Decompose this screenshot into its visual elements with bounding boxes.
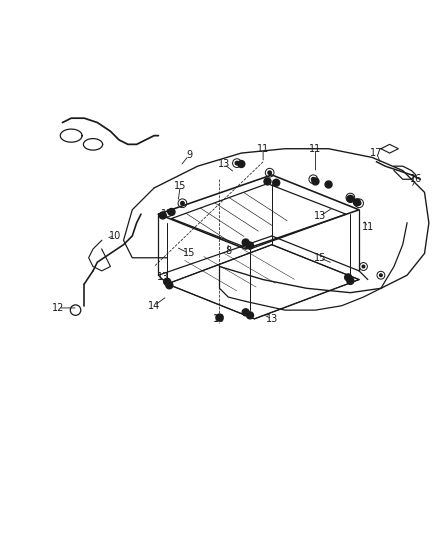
Circle shape <box>246 312 253 319</box>
Text: 12: 12 <box>52 303 64 313</box>
Text: 13: 13 <box>265 314 277 324</box>
Circle shape <box>357 201 360 205</box>
Text: 10: 10 <box>109 231 120 241</box>
Text: 14: 14 <box>148 301 160 311</box>
Circle shape <box>163 278 170 285</box>
Circle shape <box>237 160 244 167</box>
Text: 13: 13 <box>217 159 230 169</box>
Circle shape <box>272 179 279 186</box>
Circle shape <box>246 242 253 249</box>
Text: 9: 9 <box>185 150 191 160</box>
Circle shape <box>267 171 271 174</box>
Text: 11: 11 <box>256 144 268 154</box>
Text: 15: 15 <box>182 248 195 259</box>
Text: 15: 15 <box>313 253 325 263</box>
Text: 8: 8 <box>225 246 231 256</box>
Circle shape <box>361 265 364 268</box>
Circle shape <box>348 196 351 199</box>
Text: 15: 15 <box>173 181 186 191</box>
Circle shape <box>344 274 351 281</box>
Circle shape <box>168 208 175 215</box>
Circle shape <box>242 239 249 246</box>
Circle shape <box>324 181 331 188</box>
Text: 16: 16 <box>409 174 421 184</box>
Circle shape <box>346 196 353 203</box>
Circle shape <box>235 161 238 165</box>
Circle shape <box>379 274 381 277</box>
Text: 15: 15 <box>161 209 173 219</box>
Text: 13: 13 <box>313 211 325 221</box>
Circle shape <box>166 282 173 289</box>
Circle shape <box>215 314 223 321</box>
Text: 13: 13 <box>156 272 169 282</box>
Text: 11: 11 <box>309 144 321 154</box>
Text: 11: 11 <box>361 222 373 232</box>
Circle shape <box>159 212 166 219</box>
Circle shape <box>353 199 360 206</box>
Circle shape <box>263 178 270 185</box>
Text: 17: 17 <box>370 148 382 158</box>
Text: 10: 10 <box>213 314 225 324</box>
Circle shape <box>242 309 249 316</box>
Circle shape <box>346 277 353 285</box>
Circle shape <box>311 178 318 185</box>
Circle shape <box>180 201 184 205</box>
Circle shape <box>311 177 314 181</box>
